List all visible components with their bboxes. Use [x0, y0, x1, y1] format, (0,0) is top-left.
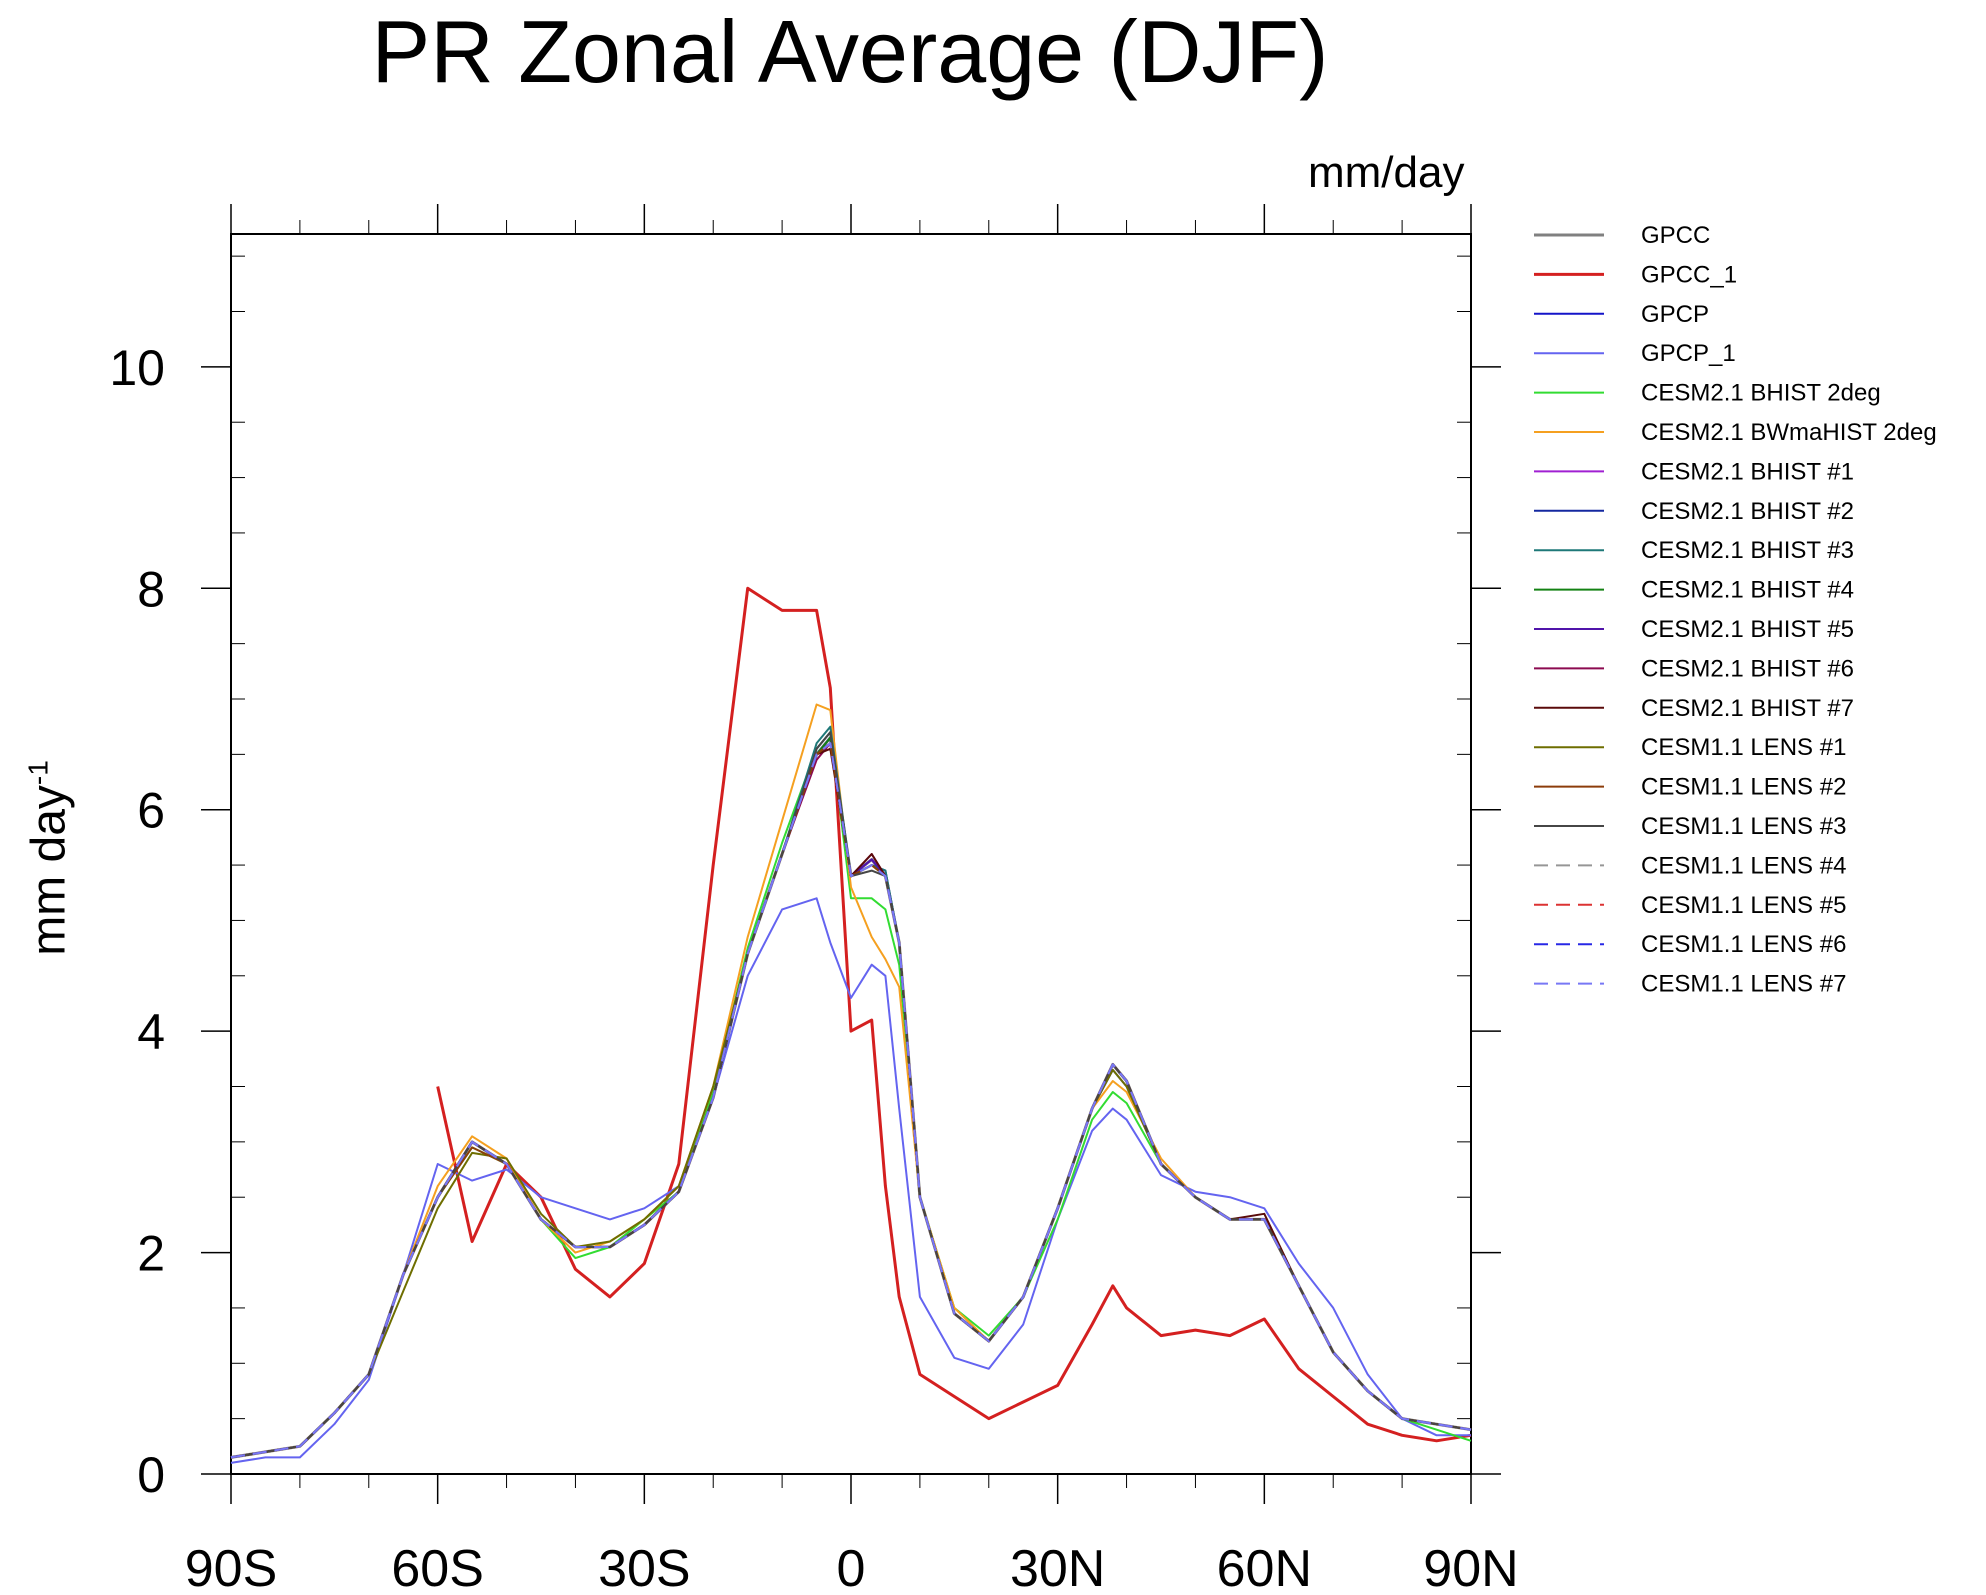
legend-label: CESM1.1 LENS #6 — [1641, 931, 1846, 958]
series-line — [230, 897, 1471, 1464]
x-tick-label: 30S — [598, 1540, 691, 1595]
x-tick-label: 0 — [837, 1540, 866, 1595]
y-tick-label: 2 — [137, 1226, 165, 1282]
legend-label: CESM1.1 LENS #2 — [1641, 774, 1846, 801]
x-axis-ticks: 90S 60S 30S 0 30N 60N 90N — [185, 204, 1519, 1595]
series-line — [230, 703, 1472, 1459]
legend: GPCC GPCC_1 GPCP GPCP_1 CESM2.1 BHIST 2deg CE… — [1534, 222, 1937, 998]
series-lines — [230, 586, 1472, 1464]
x-tick-label: 60N — [1217, 1540, 1312, 1595]
legend-label: GPCP — [1641, 301, 1709, 328]
chart-title: PR Zonal Average (DJF) — [371, 2, 1329, 101]
legend-label: CESM1.1 LENS #4 — [1641, 852, 1846, 879]
legend-label: CESM2.1 BHIST #3 — [1641, 537, 1854, 564]
legend-label: GPCC_1 — [1641, 261, 1737, 288]
legend-label: CESM2.1 BHIST #7 — [1641, 695, 1854, 722]
x-tick-label: 30N — [1010, 1540, 1105, 1595]
y-tick-label: 6 — [137, 783, 165, 839]
legend-label: CESM2.1 BWmaHIST 2deg — [1641, 419, 1937, 446]
legend-label: CESM2.1 BHIST #1 — [1641, 458, 1854, 485]
y-tick-label: 0 — [137, 1447, 165, 1503]
x-tick-label: 90S — [185, 1540, 278, 1595]
legend-label: CESM1.1 LENS #5 — [1641, 892, 1846, 919]
series-line — [230, 742, 1472, 1459]
x-tick-label: 60S — [391, 1540, 484, 1595]
legend-label: GPCC — [1641, 222, 1710, 249]
legend-label: CESM2.1 BHIST #6 — [1641, 655, 1854, 682]
y-tick-label: 4 — [137, 1004, 165, 1060]
legend-label: CESM2.1 BHIST #2 — [1641, 498, 1854, 525]
legend-label: CESM2.1 BHIST #4 — [1641, 577, 1854, 604]
plot-frame — [230, 233, 1472, 1475]
x-tick-label: 90N — [1423, 1540, 1518, 1595]
y-tick-label: 10 — [109, 340, 165, 396]
legend-label: CESM1.1 LENS #7 — [1641, 971, 1846, 998]
units-label: mm/day — [1308, 148, 1465, 197]
legend-label: GPCP_1 — [1641, 340, 1736, 367]
y-axis-ticks: 0 2 4 6 8 10 — [109, 340, 1501, 1503]
x-minor-ticks — [299, 220, 1403, 1488]
legend-label: CESM2.1 BHIST #5 — [1641, 616, 1854, 643]
y-tick-label: 8 — [137, 561, 165, 617]
legend-label: CESM2.1 BHIST 2deg — [1641, 380, 1881, 407]
legend-label: CESM1.1 LENS #3 — [1641, 813, 1846, 840]
legend-label: CESM1.1 LENS #1 — [1641, 734, 1846, 761]
series-line — [436, 586, 1472, 1443]
y-minor-ticks — [231, 255, 1471, 1420]
